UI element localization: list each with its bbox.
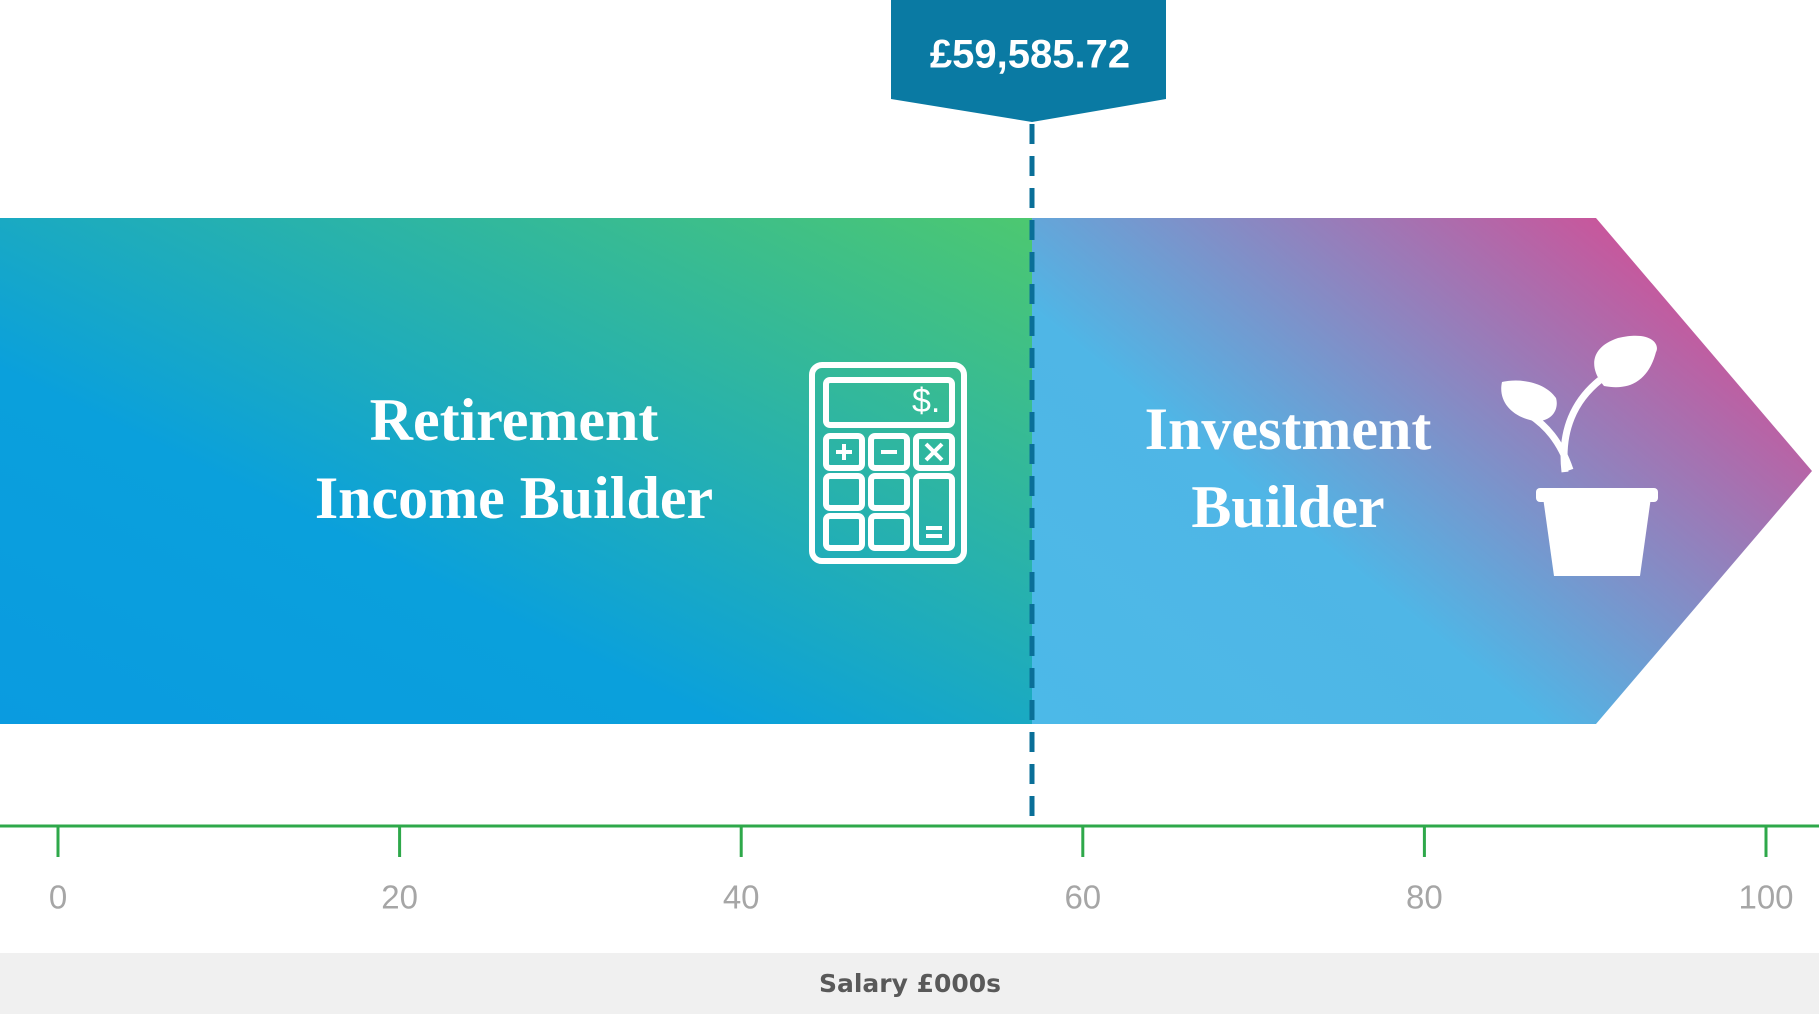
axis-title: Salary £000s — [819, 969, 1001, 998]
tick-label: 40 — [723, 879, 760, 916]
calculator-icon: $. — [809, 362, 967, 564]
svg-text:$.: $. — [912, 382, 940, 420]
retirement-block — [0, 218, 1032, 724]
tick-label: 60 — [1064, 879, 1101, 916]
axis-title-bar — [0, 953, 1819, 1014]
marker-flag — [891, 0, 1166, 122]
tick-label: 0 — [49, 879, 67, 916]
investment-arrow — [1032, 218, 1812, 724]
tick-label: 80 — [1406, 879, 1443, 916]
plant-icon — [1501, 335, 1658, 576]
tick-label: 20 — [381, 879, 418, 916]
segment-title: Builder — [1191, 474, 1384, 540]
segment-title: Income Builder — [315, 465, 713, 531]
segment-title: Investment — [1145, 396, 1432, 462]
tick-label: 100 — [1738, 879, 1793, 916]
segment-title: Retirement — [370, 387, 659, 453]
marker-label: £59,585.72 — [930, 33, 1130, 77]
